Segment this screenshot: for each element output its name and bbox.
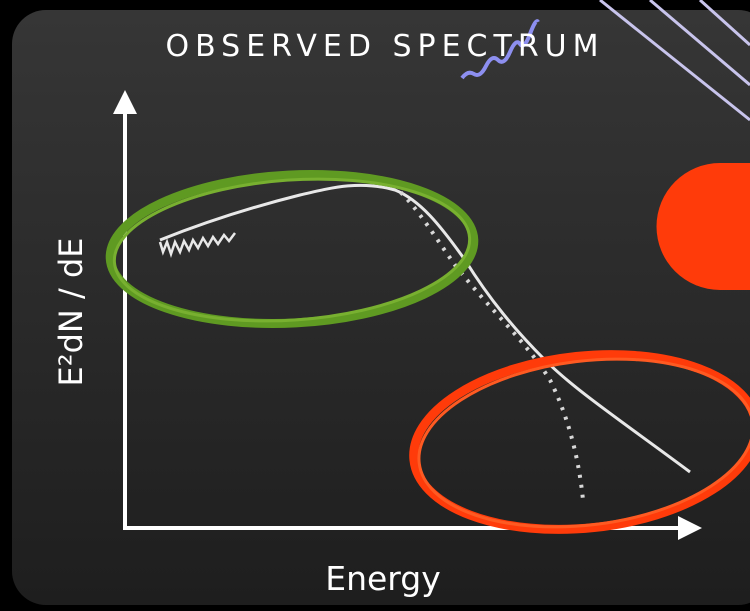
x-axis-label: Energy (325, 559, 441, 598)
page: OBSERVED SPECTRUM E²dN / dE Energy (() =… (0, 0, 750, 611)
y-axis-label: E²dN / dE (52, 238, 90, 387)
slide: OBSERVED SPECTRUM E²dN / dE Energy (0, 0, 750, 611)
title: OBSERVED SPECTRUM (165, 29, 604, 64)
